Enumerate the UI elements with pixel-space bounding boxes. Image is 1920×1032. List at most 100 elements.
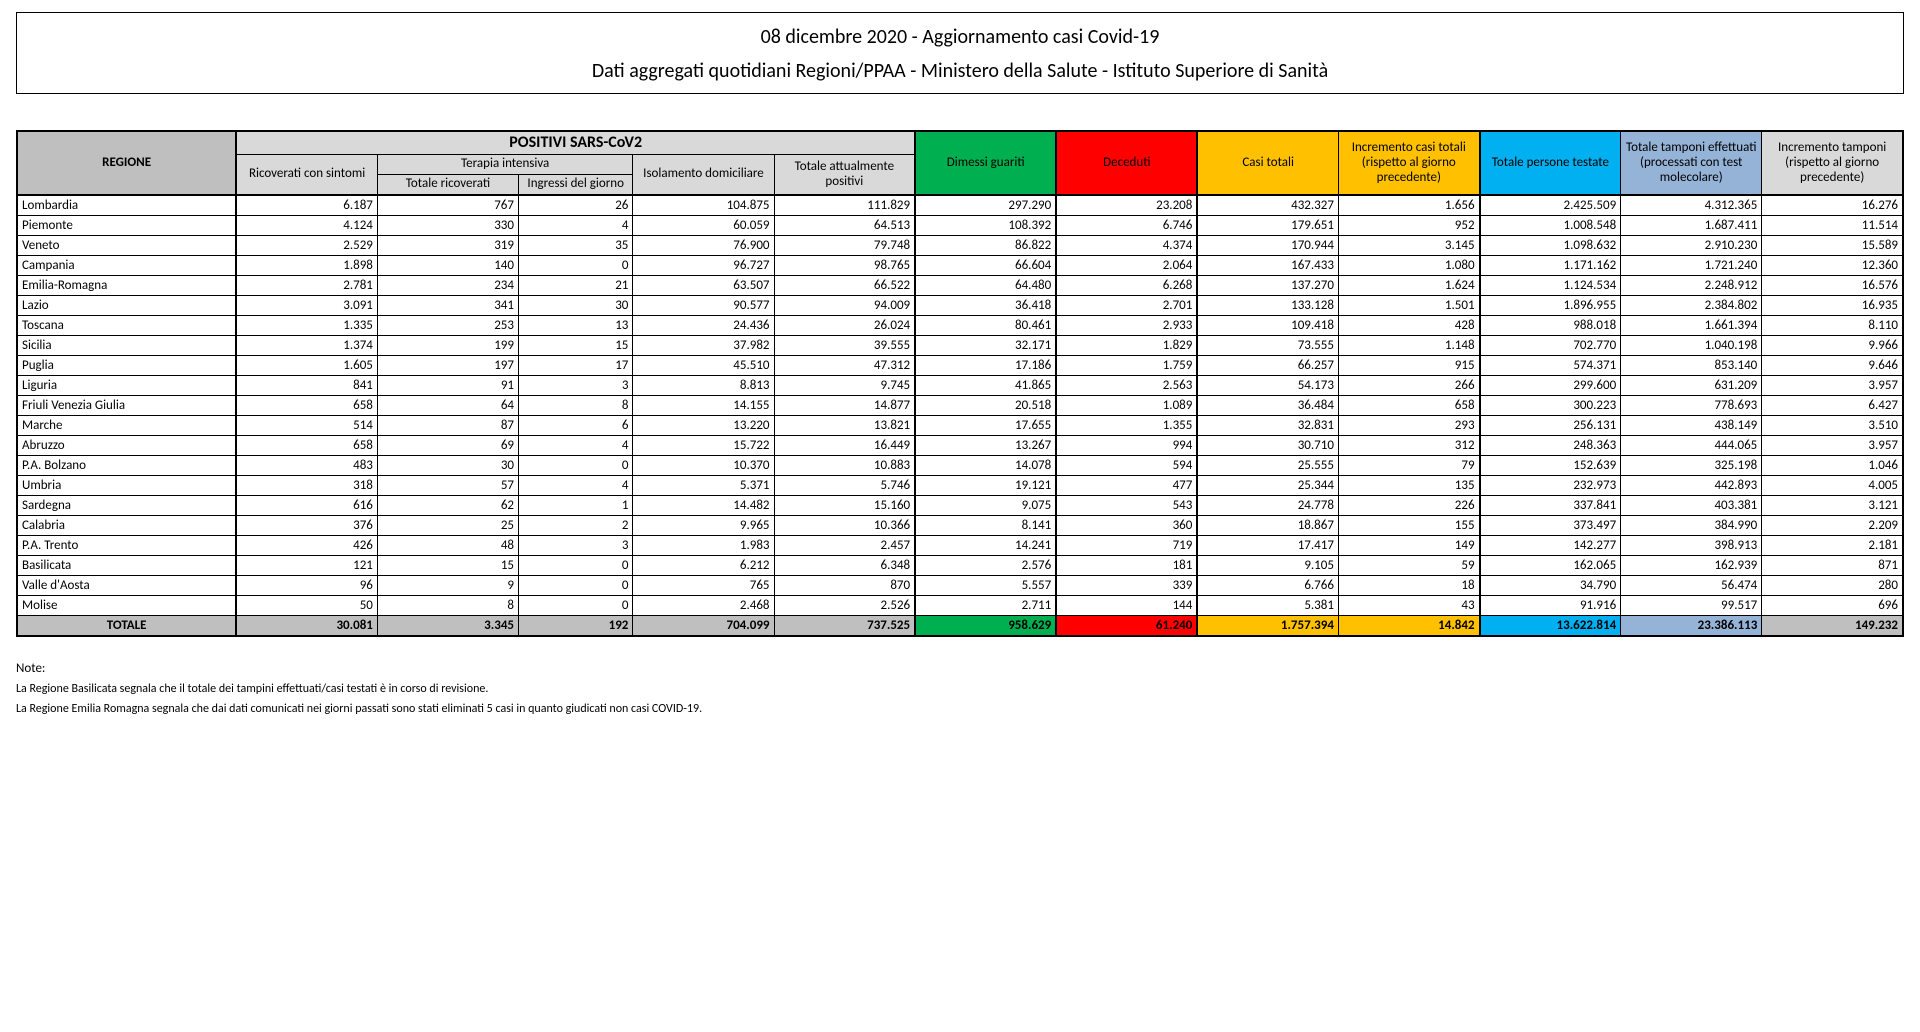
cell: 32.831 xyxy=(1197,416,1338,436)
col-totale-ricoverati: Totale ricoverati xyxy=(377,175,518,195)
cell: 96 xyxy=(236,576,377,596)
cell: 91 xyxy=(377,376,518,396)
table-row: Veneto2.5293193576.90079.74886.8224.3741… xyxy=(17,236,1903,256)
cell: 658 xyxy=(1338,396,1479,416)
cell: 232.973 xyxy=(1480,476,1621,496)
table-row: Basilicata1211506.2126.3482.5761819.1055… xyxy=(17,556,1903,576)
cell: 140 xyxy=(377,256,518,276)
cell: 10.366 xyxy=(774,516,915,536)
cell: 1 xyxy=(519,496,633,516)
cell: 1.501 xyxy=(1338,296,1479,316)
region-name: P.A. Trento xyxy=(17,536,236,556)
cell: 80.461 xyxy=(915,316,1056,336)
cell: 915 xyxy=(1338,356,1479,376)
cell: 66.257 xyxy=(1197,356,1338,376)
cell: 6.268 xyxy=(1056,276,1197,296)
table-row: P.A. Trento4264831.9832.45714.24171917.4… xyxy=(17,536,1903,556)
table-row: Molise50802.4682.5262.7111445.3814391.91… xyxy=(17,596,1903,616)
cell: 9.646 xyxy=(1762,356,1903,376)
cell: 1.687.411 xyxy=(1621,216,1762,236)
cell: 988.018 xyxy=(1480,316,1621,336)
cell: 66.522 xyxy=(774,276,915,296)
cell: 6.427 xyxy=(1762,396,1903,416)
note-item: La Regione Emilia Romagna segnala che da… xyxy=(16,702,1904,716)
cell: 0 xyxy=(519,256,633,276)
cell: 477 xyxy=(1056,476,1197,496)
region-name: Abruzzo xyxy=(17,436,236,456)
cell: 30 xyxy=(519,296,633,316)
region-name: Lombardia xyxy=(17,195,236,216)
page-subtitle: Dati aggregati quotidiani Regioni/PPAA -… xyxy=(17,59,1903,83)
cell: 631.209 xyxy=(1621,376,1762,396)
col-regione: REGIONE xyxy=(17,131,236,195)
cell: 181 xyxy=(1056,556,1197,576)
cell: 300.223 xyxy=(1480,396,1621,416)
cell: 18 xyxy=(1338,576,1479,596)
cell: 5.371 xyxy=(633,476,774,496)
region-name: Calabria xyxy=(17,516,236,536)
cell: 79 xyxy=(1338,456,1479,476)
notes-label: Note: xyxy=(16,661,1904,676)
cell: 2.425.509 xyxy=(1480,195,1621,216)
cell: 63.507 xyxy=(633,276,774,296)
region-name: Sicilia xyxy=(17,336,236,356)
col-tamponi: Totale tamponi effettuati (processati co… xyxy=(1621,131,1762,195)
cell: 2.064 xyxy=(1056,256,1197,276)
table-row: Umbria3185745.3715.74619.12147725.344135… xyxy=(17,476,1903,496)
cell: 1.040.198 xyxy=(1621,336,1762,356)
cell: 26 xyxy=(519,195,633,216)
cell: 658 xyxy=(236,396,377,416)
cell: 1.148 xyxy=(1338,336,1479,356)
cell: 15 xyxy=(377,556,518,576)
cell: 32.171 xyxy=(915,336,1056,356)
cell: 376 xyxy=(236,516,377,536)
header-box: 08 dicembre 2020 - Aggiornamento casi Co… xyxy=(16,12,1904,94)
cell: 3.121 xyxy=(1762,496,1903,516)
cell: 8.813 xyxy=(633,376,774,396)
cell: 16.935 xyxy=(1762,296,1903,316)
cell: 170.944 xyxy=(1197,236,1338,256)
cell: 2.711 xyxy=(915,596,1056,616)
cell: 6 xyxy=(519,416,633,436)
cell: 56.474 xyxy=(1621,576,1762,596)
cell: 8 xyxy=(377,596,518,616)
cell: 25.344 xyxy=(1197,476,1338,496)
cell: 24.436 xyxy=(633,316,774,336)
cell: 226 xyxy=(1338,496,1479,516)
cell: 15.722 xyxy=(633,436,774,456)
cell: 14.241 xyxy=(915,536,1056,556)
cell: 398.913 xyxy=(1621,536,1762,556)
col-group-positivi: POSITIVI SARS-CoV2 xyxy=(236,131,915,155)
cell: 778.693 xyxy=(1621,396,1762,416)
cell: 1.098.632 xyxy=(1480,236,1621,256)
cell: 142.277 xyxy=(1480,536,1621,556)
cell: 76.900 xyxy=(633,236,774,256)
cell: 64 xyxy=(377,396,518,416)
col-ingressi-giorno: Ingressi del giorno xyxy=(519,175,633,195)
cell: 167.433 xyxy=(1197,256,1338,276)
table-row: Friuli Venezia Giulia65864814.15514.8772… xyxy=(17,396,1903,416)
region-name: Campania xyxy=(17,256,236,276)
cell: 767 xyxy=(377,195,518,216)
cell: 13.220 xyxy=(633,416,774,436)
table-row: Valle d'Aosta96907658705.5573396.7661834… xyxy=(17,576,1903,596)
table-row: Lombardia6.18776726104.875111.829297.290… xyxy=(17,195,1903,216)
cell: 25 xyxy=(377,516,518,536)
cell: 15.589 xyxy=(1762,236,1903,256)
cell: 94.009 xyxy=(774,296,915,316)
col-ricoverati-sintomi: Ricoverati con sintomi xyxy=(236,155,377,195)
cell: 17.186 xyxy=(915,356,1056,376)
cell: 45.510 xyxy=(633,356,774,376)
cell: 426 xyxy=(236,536,377,556)
cell: 248.363 xyxy=(1480,436,1621,456)
cell: 3 xyxy=(519,536,633,556)
cell: 6.746 xyxy=(1056,216,1197,236)
cell: 444.065 xyxy=(1621,436,1762,456)
col-dimessi: Dimessi guariti xyxy=(915,131,1056,195)
cell: 543 xyxy=(1056,496,1197,516)
col-incremento-tamponi: Incremento tamponi (rispetto al giorno p… xyxy=(1762,131,1903,195)
region-name: Puglia xyxy=(17,356,236,376)
cell: 4.374 xyxy=(1056,236,1197,256)
cell: 4 xyxy=(519,476,633,496)
cell: 442.893 xyxy=(1621,476,1762,496)
